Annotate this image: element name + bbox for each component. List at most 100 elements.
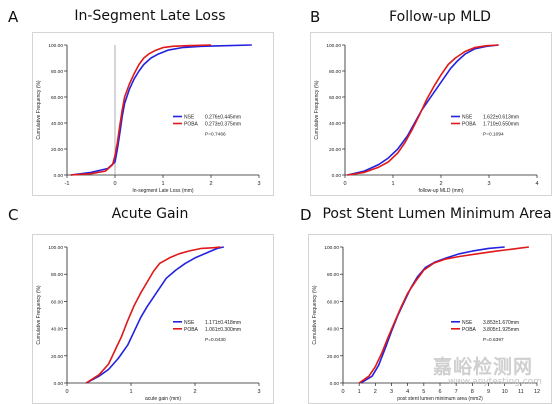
x-tick-label: 8 — [471, 389, 474, 395]
x-axis-label: follow-up MLD (mm) — [418, 188, 463, 194]
y-tick-label: 40.00 — [327, 327, 339, 333]
y-tick-label: 80.00 — [51, 272, 63, 278]
legend-name-poba: POBA — [462, 327, 477, 333]
p-value-label: P=0.7466 — [205, 132, 226, 138]
y-tick-label: 60.00 — [329, 95, 341, 101]
x-tick-label: -1 — [65, 181, 70, 187]
y-tick-label: 0.00 — [332, 173, 342, 179]
panel-title-b: Follow-up MLD — [389, 9, 491, 25]
x-tick-label: 2 — [374, 389, 377, 395]
y-axis-label: Cumulative Frequency (%) — [36, 80, 42, 140]
x-tick-label: 2 — [439, 181, 442, 187]
x-tick-label: 9 — [487, 389, 490, 395]
y-tick-label: 60.00 — [51, 299, 63, 305]
series-line-nse — [85, 246, 224, 384]
series-line-poba — [347, 44, 499, 176]
legend-name-nse: NSE — [462, 115, 473, 121]
series-line-poba — [85, 246, 221, 384]
x-tick-label: 1 — [391, 181, 394, 187]
x-tick-label: 1 — [161, 181, 164, 187]
p-value-label: P=0.0430 — [205, 337, 226, 343]
series-line-poba — [70, 44, 212, 176]
series-line-poba — [358, 246, 529, 384]
y-tick-label: 100.00 — [48, 245, 63, 251]
chart-c-svg: 0 1 2 3 0.00 20.00 40.00 60.00 80.00 100.00 acute … — [36, 245, 261, 402]
p-value-label: P=0.6397 — [483, 337, 504, 343]
panel-letter-c: C — [8, 206, 19, 224]
chart-b-svg: 0 1 2 3 40.0020.0040.0060.0080.00100.00follo… — [314, 43, 539, 194]
series-line-nse — [70, 44, 252, 176]
panel-letter-d: D — [300, 206, 312, 224]
y-tick-label: 80.00 — [51, 69, 63, 75]
chart-d-svg: 0 1 2 3 4 5 6 7 8 9 10 11 120.0020.0040.0060.0080.00… — [312, 245, 540, 402]
y-axis-label: Cumulative Frequency (%) — [312, 285, 318, 345]
y-tick-label: 40.00 — [51, 121, 63, 127]
panel-title-c: Acute Gain — [111, 206, 189, 222]
x-tick-label: 3 — [487, 181, 490, 187]
x-tick-label: 6 — [438, 389, 441, 395]
watermark-logo-text: 嘉峪检测网 — [433, 356, 534, 378]
x-tick-label: 4 — [406, 389, 409, 395]
legend-name-nse: NSE — [462, 320, 473, 326]
y-tick-label: 40.00 — [51, 327, 63, 333]
chart-panel-c: 0 1 2 3 0.00 20.00 40.00 60.00 80.00 100.00 acute … — [32, 234, 274, 404]
y-tick-label: 60.00 — [51, 95, 63, 101]
chart-a-svg: -1 0 1 2 3 0.00 20.00 40.00 60.00 80.00 100.00 In-s… — [36, 43, 261, 194]
y-axis-label: Cumulative Frequency (%) — [314, 80, 320, 140]
legend-stats-poba: 0.273±0.375mm — [205, 122, 241, 128]
y-tick-label: 100.00 — [48, 43, 63, 49]
x-axis-label: post stent lumen minimum area (mm2) — [397, 396, 483, 402]
legend-name-poba: POBA — [184, 122, 199, 128]
legend-stats-nse: 1.171±0.418mm — [205, 320, 241, 326]
x-tick-label: 0 — [343, 181, 346, 187]
x-tick-label: 4 — [535, 181, 538, 187]
y-tick-label: 60.00 — [327, 299, 339, 305]
watermark-url: www.anytesting.com — [448, 377, 542, 387]
legend-stats-poba: 1.061±0.300mm — [205, 327, 241, 333]
y-tick-label: 20.00 — [51, 147, 63, 153]
y-tick-label: 100.00 — [326, 43, 341, 49]
y-axis-label: Cumulative Frequency (%) — [36, 285, 42, 345]
y-tick-label: 20.00 — [327, 354, 339, 360]
x-tick-label: 10 — [502, 389, 508, 395]
x-tick-label: 2 — [193, 389, 196, 395]
legend-stats-poba: 1.710±0.550mm — [483, 122, 519, 128]
legend-stats-poba: 3.805±1.925mm — [483, 327, 519, 333]
x-axis-label: acute gain (mm) — [145, 396, 181, 402]
legend-name-nse: NSE — [184, 320, 195, 326]
y-tick-label: 0.00 — [54, 381, 64, 387]
panel-letter-b: B — [310, 8, 321, 26]
legend-stats-nse: 0.276±0.445mm — [205, 115, 241, 121]
x-tick-label: 1 — [358, 389, 361, 395]
x-tick-label: 12 — [534, 389, 540, 395]
y-tick-label: 20.00 — [51, 354, 63, 360]
y-tick-label: 20.00 — [329, 147, 341, 153]
series-line-nse — [347, 44, 499, 176]
panel-letter-a: A — [8, 8, 19, 26]
y-tick-label: 80.00 — [329, 69, 341, 75]
x-tick-label: 0 — [65, 389, 68, 395]
x-axis-label: In-segment Late Loss (mm) — [132, 188, 193, 194]
y-tick-label: 40.00 — [329, 121, 341, 127]
chart-panel-b: 0 1 2 3 4 0.00 20.00 40.00 60.00 80.00 100.00 follo… — [310, 32, 552, 196]
chart-panel-a: -1 0 1 2 3 0.00 20.00 40.00 60.00 80.00 100.00 In-s… — [32, 32, 274, 196]
x-tick-label: 2 — [209, 181, 212, 187]
legend-name-poba: POBA — [462, 122, 477, 128]
x-tick-label: 0 — [113, 181, 116, 187]
legend-stats-nse: 1.622±0.613mm — [483, 115, 519, 121]
legend-name-poba: POBA — [184, 327, 199, 333]
x-tick-label: 3 — [257, 181, 260, 187]
legend-name-nse: NSE — [184, 115, 195, 121]
x-tick-label: 3 — [257, 389, 260, 395]
y-tick-label: 80.00 — [327, 272, 339, 278]
y-tick-label: 0.00 — [54, 173, 64, 179]
x-tick-label: 3 — [390, 389, 393, 395]
p-value-label: P=0.1094 — [483, 132, 504, 138]
x-tick-label: 1 — [129, 389, 132, 395]
y-tick-label: 0.00 — [330, 381, 340, 387]
x-tick-label: 7 — [455, 389, 458, 395]
panel-title-d: Post Stent Lumen Minimum Area — [322, 206, 552, 222]
legend-stats-nse: 3.853±1.670mm — [483, 320, 519, 326]
chart-panel-d: 0 1 2 3 4 5 6 7 8 9 10 11 12 0.00 20.00 40.00 60.00 80.00… — [308, 234, 552, 404]
panel-title-a: In-Segment Late Loss — [74, 8, 226, 24]
